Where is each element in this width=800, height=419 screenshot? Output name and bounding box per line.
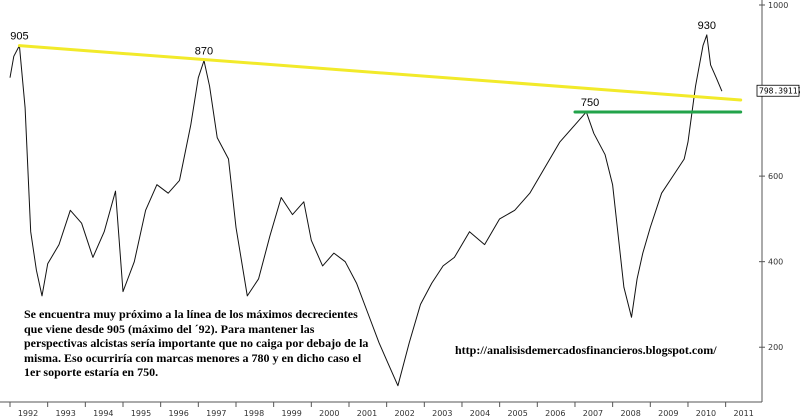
x-tick-label: 2006 [545,409,565,418]
x-tick-label: 1993 [55,409,75,418]
x-tick-label: 1995 [131,409,151,418]
x-tick-label: 2004 [470,409,490,418]
x-tick-label: 1994 [93,409,113,418]
current-price-tag-bg [756,84,800,97]
x-tick-label: 2010 [696,409,716,418]
x-tick-label: 2007 [583,409,603,418]
x-tick-label: 2000 [319,409,339,418]
y-tick-label: 400 [768,258,783,267]
y-tick-label: 600 [768,172,783,181]
x-axis-ticks: 1992 1993 1994 1995 1996 1997 1998 1999 2000 2001… [9,402,754,418]
x-tick-label: 1997 [206,409,226,418]
peak-label: 905 [10,31,28,43]
y-axis-ticks: 2004006008001000 [759,1,788,352]
peak-labels: 905 870 750 930 [10,20,716,109]
x-tick-label: 2008 [620,409,640,418]
x-tick-label: 1998 [244,409,264,418]
peak-label: 750 [581,97,599,109]
peak-label: 930 [698,20,716,32]
y-tick-label: 1000 [768,1,788,10]
x-tick-label: 2001 [357,409,377,418]
x-tick-label: 1996 [168,409,188,418]
current-price-label: 798.39117 [759,87,800,96]
price-line [9,34,723,387]
x-tick-label: 2002 [394,409,414,418]
x-tick-label: 2003 [432,409,452,418]
price-series [9,34,723,387]
x-tick-label: 2011 [733,409,753,418]
y-tick-label: 200 [768,343,783,352]
x-tick-label: 1992 [18,409,38,418]
source-url[interactable]: http://analisisdemercadosfinancieros.blo… [455,343,717,357]
peak-label: 870 [195,46,213,58]
x-tick-label: 1999 [281,409,301,418]
x-tick-label: 2009 [658,409,678,418]
x-tick-label: 2005 [507,409,527,418]
current-price-tag: 798.39117 [756,84,800,97]
resistance-line [17,44,743,102]
analysis-note: Se encuentra muy próximo a la línea de l… [24,307,369,380]
